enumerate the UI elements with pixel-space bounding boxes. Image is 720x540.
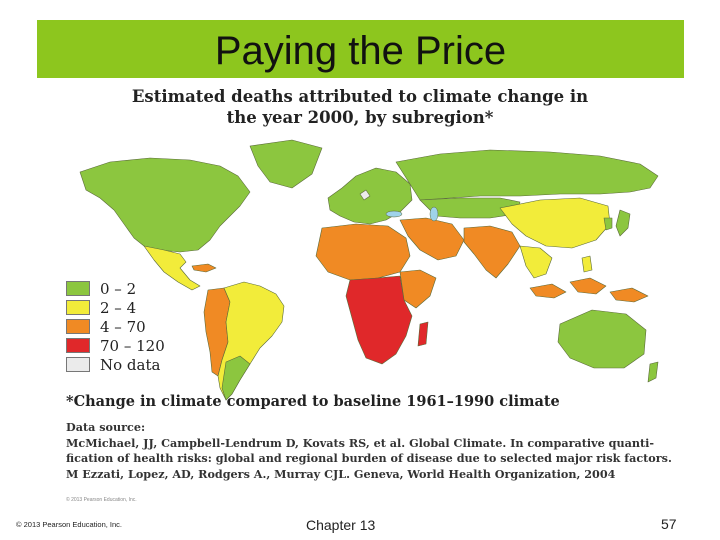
figure-copyright: © 2013 Pearson Education, Inc. [66, 497, 137, 503]
slide-title: Paying the Price [214, 29, 507, 73]
legend-swatch-1 [66, 300, 90, 315]
footer-chapter: Chapter 13 [306, 517, 376, 533]
region-indonesia-2 [569, 277, 607, 295]
legend-swatch-3 [66, 338, 90, 353]
region-southeast-asia [519, 245, 553, 279]
legend-label-2: 4 – 70 [100, 317, 146, 336]
legend-label-1: 2 – 4 [100, 298, 137, 317]
region-no-data [359, 189, 371, 201]
legend-item-0: 0 – 2 [66, 279, 165, 298]
region-new-zealand [647, 361, 659, 383]
region-south-asia [463, 225, 521, 279]
legend-item-3: 70 – 120 [66, 336, 165, 355]
legend-swatch-4 [66, 357, 90, 372]
region-sub-saharan-africa [345, 275, 413, 365]
map-footnote: *Change in climate compared to baseline … [66, 393, 560, 410]
region-east-asia [499, 197, 611, 249]
map-legend: 0 – 2 2 – 4 4 – 70 70 – 120 No data [66, 279, 165, 374]
region-madagascar [417, 321, 429, 347]
legend-label-4: No data [100, 355, 161, 374]
region-korea [603, 217, 613, 231]
page-number: 57 [661, 516, 677, 532]
region-southern-cone [221, 355, 251, 401]
region-australia [557, 309, 647, 369]
legend-item-4: No data [66, 355, 165, 374]
map-title-line-1: Estimated deaths attributed to climate c… [131, 87, 589, 106]
region-central-america [143, 245, 201, 291]
map-title-line-2: the year 2000, by subregion* [226, 108, 494, 127]
region-caribbean [191, 263, 217, 273]
footer-copyright: © 2013 Pearson Education, Inc. [16, 520, 123, 529]
legend-label-3: 70 – 120 [100, 336, 165, 355]
legend-swatch-0 [66, 281, 90, 296]
map-title: Estimated deaths attributed to climate c… [130, 86, 590, 128]
region-north-america [79, 157, 251, 253]
data-source: Data source: McMichael, JJ, Campbell-Len… [66, 420, 686, 482]
caspian-sea [429, 206, 439, 222]
title-bar: Paying the Price [37, 20, 684, 78]
legend-item-1: 2 – 4 [66, 298, 165, 317]
region-indonesia-1 [529, 283, 567, 299]
source-heading: Data source: [66, 420, 146, 434]
region-papua [609, 287, 649, 303]
region-japan [615, 209, 631, 237]
region-greenland [249, 139, 323, 189]
legend-label-0: 0 – 2 [100, 279, 137, 298]
region-russia [395, 149, 659, 201]
legend-swatch-2 [66, 319, 90, 334]
world-map [60, 132, 664, 412]
legend-item-2: 4 – 70 [66, 317, 165, 336]
region-north-africa [315, 223, 411, 281]
source-line-2: fication of health risks: global and reg… [66, 451, 672, 465]
source-line-3: M Ezzati, Lopez, AD, Rodgers A., Murray … [66, 466, 616, 481]
source-line-1: McMichael, JJ, Campbell-Lendrum D, Kovat… [66, 435, 655, 450]
region-philippines [581, 255, 593, 273]
black-sea [385, 210, 403, 218]
